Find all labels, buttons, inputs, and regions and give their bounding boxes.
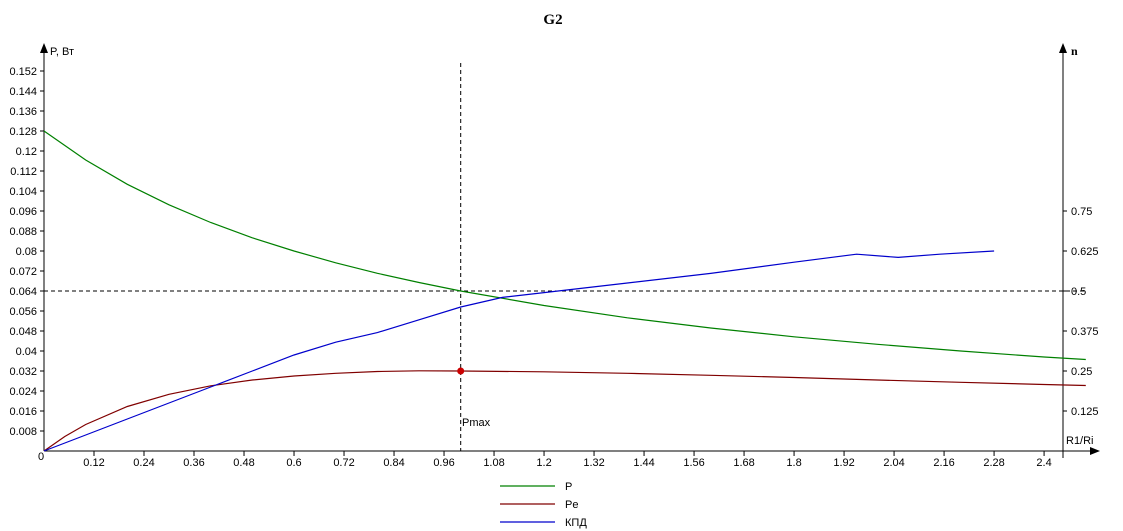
y-tick-label: 0.048	[9, 326, 37, 338]
y-tick-label: 0.056	[9, 306, 37, 318]
pmax-annotation: Pmax	[462, 417, 491, 429]
legend: P Pe КПД	[500, 481, 587, 529]
x-tick-label: 0.12	[83, 457, 104, 469]
y-axis-arrow	[40, 43, 48, 53]
y2-tick-label: 0.25	[1071, 366, 1092, 378]
x-tick-label: 2.04	[883, 457, 904, 469]
y-tick-label: 0.064	[9, 286, 37, 298]
y-tick-label: 0.016	[9, 406, 37, 418]
y-axis-label: P, Вт	[50, 46, 74, 58]
y2-tick-label: 0.75	[1071, 206, 1092, 218]
y2-tick-label: 0.375	[1071, 326, 1099, 338]
x-tick-label: 1.92	[833, 457, 854, 469]
y-tick-label: 0.08	[16, 246, 37, 258]
x-tick-label: 0.36	[183, 457, 204, 469]
x-tick-label: 1.68	[733, 457, 754, 469]
origin-label: 0	[38, 451, 44, 463]
axes	[40, 43, 1100, 458]
y-tick-label: 0.04	[16, 346, 37, 358]
y-tick-label: 0.096	[9, 206, 37, 218]
y2-axis-label: n	[1071, 44, 1078, 58]
y-tick-label: 0.088	[9, 226, 37, 238]
y-tick-label: 0.136	[9, 106, 37, 118]
pmax-point	[457, 367, 465, 375]
x-tick-label: 0.6	[286, 457, 301, 469]
x-tick-label: 2.4	[1036, 457, 1051, 469]
y2-tick-label: 0.5	[1071, 286, 1086, 298]
legend-label: P	[565, 481, 572, 493]
guide-lines	[44, 63, 1085, 451]
y2-tick-label: 0.625	[1071, 246, 1099, 258]
y-tick-label: 0.008	[9, 426, 37, 438]
y-tick-label: 0.024	[9, 386, 37, 398]
legend-label: КПД	[565, 517, 587, 529]
y2-axis-arrow	[1059, 43, 1067, 53]
x-tick-label: 0.96	[433, 457, 454, 469]
x-tick-label: 1.56	[683, 457, 704, 469]
series-line-pe	[43, 370, 1086, 452]
legend-label: Pe	[565, 499, 578, 511]
x-tick-label: 2.16	[933, 457, 954, 469]
x-tick-label: 0.84	[383, 457, 404, 469]
x-tick-label: 1.32	[583, 457, 604, 469]
y-tick-label: 0.144	[9, 86, 37, 98]
x-tick-label: 1.44	[633, 457, 654, 469]
series-line-p	[43, 130, 1086, 361]
y2-tick-label: 0.125	[1071, 406, 1099, 418]
x-tick-label: 1.8	[786, 457, 801, 469]
x-tick-label: 1.2	[536, 457, 551, 469]
y-tick-label: 0.12	[16, 146, 37, 158]
y-tick-label: 0.128	[9, 126, 37, 138]
y-tick-label: 0.152	[9, 66, 37, 78]
y-tick-label: 0.072	[9, 266, 37, 278]
x-tick-label: 1.08	[483, 457, 504, 469]
y-tick-label: 0.112	[10, 166, 37, 178]
y-tick-label: 0.104	[9, 186, 37, 198]
x-axis-arrow	[1090, 447, 1100, 455]
markers	[457, 367, 465, 375]
x-tick-label: 0.48	[233, 457, 254, 469]
chart-title: G2	[543, 12, 562, 28]
x-tick-label: 0.24	[133, 457, 154, 469]
series-lines	[43, 130, 1086, 452]
x-tick-label: 0.72	[333, 457, 354, 469]
series-line-кпд	[43, 250, 995, 452]
tick-labels: 0.12 0.24 0.36 0.48 0.6 0.72 0.84 0.96 1.08 1.2 1.…	[9, 66, 1098, 469]
y-tick-label: 0.032	[9, 366, 37, 378]
x-tick-label: 2.28	[983, 457, 1004, 469]
x-axis-label: R1/Ri	[1066, 435, 1094, 447]
